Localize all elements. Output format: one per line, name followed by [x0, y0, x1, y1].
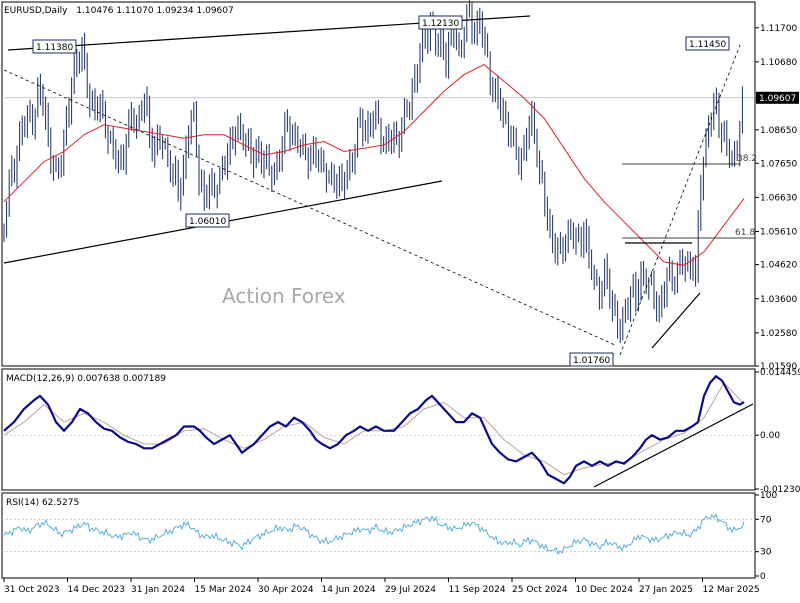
price-tick-label: 1.11700 — [760, 24, 797, 34]
rsi-line — [3, 512, 745, 556]
x-tick-label: 31 Oct 2023 — [4, 585, 60, 595]
price-layer — [2, 0, 755, 344]
long-dashed-trend — [3, 69, 616, 346]
chart-header-symbol: EURUSD,Daily 1.10476 1.11070 1.09234 1.0… — [4, 6, 234, 16]
macd-tick-label: 0.014459 — [760, 368, 800, 378]
x-tick-label: 14 Dec 2023 — [68, 585, 126, 595]
rsi-tick-label: 70 — [760, 515, 772, 525]
current-price-tag-label: 1.09607 — [759, 94, 796, 104]
x-tick-label: 25 Oct 2024 — [512, 585, 568, 595]
x-tick-label: 31 Jan 2024 — [131, 585, 185, 595]
price-tick-label: 1.10680 — [760, 58, 797, 68]
x-tick-label: 12 Mar 2025 — [703, 585, 760, 595]
x-tick-label: 14 Jun 2024 — [322, 585, 376, 595]
rsi-tick-label: 0 — [760, 572, 766, 582]
price-tick-label: 1.08650 — [760, 126, 797, 136]
macd-tick-label: -0.012303 — [760, 485, 800, 495]
macd-main-line — [3, 375, 745, 485]
trendlines — [3, 15, 755, 488]
rsi-panel-frame — [1, 492, 756, 579]
macd-support-line — [593, 403, 754, 488]
price-tick-label: 1.06630 — [760, 193, 797, 203]
symbol-label: EURUSD,Daily — [4, 6, 68, 16]
x-tick-label: 30 Apr 2024 — [258, 585, 314, 595]
macd-panel-frame — [1, 368, 756, 491]
x-tick-label: 11 Sep 2024 — [449, 585, 506, 595]
x-tick-label: 29 Jul 2024 — [385, 585, 436, 595]
price-tick-label: 1.05610 — [760, 228, 797, 238]
rsi-tick-label: 30 — [760, 548, 772, 558]
price-panel-frame — [1, 1, 756, 367]
rsi-title: RSI(14) 62.5275 — [6, 498, 79, 508]
label-101760: 1.01760 — [573, 356, 610, 366]
price-tick-label: 1.01590 — [760, 362, 797, 372]
label-106010: 1.06010 — [189, 217, 226, 227]
fib-618-label: 61.8 — [735, 228, 755, 238]
rsi-tick-label: 100 — [760, 491, 777, 501]
moving-average-line — [3, 64, 745, 266]
label-111380: 1.11380 — [36, 43, 73, 53]
x-tick-label: 15 Mar 2024 — [195, 585, 252, 595]
axis-layer: 1.11700 1.10680 1.09607 1.08650 1.07650 1.066… — [3, 24, 800, 595]
label-111450: 1.11450 — [689, 40, 726, 50]
watermark-text: Action Forex — [222, 284, 346, 308]
price-labels: 1.11380 1.12130 1.11450 1.06010 1.01760 … — [32, 15, 757, 367]
rsi-layer — [2, 512, 755, 556]
price-tick-label: 1.04620 — [760, 261, 797, 271]
price-tick-label: 1.07650 — [760, 159, 797, 169]
fib-382-label: 38.2 — [737, 154, 757, 164]
triangle-bottom-line — [651, 292, 701, 349]
x-tick-label: 27 Jan 2025 — [639, 585, 693, 595]
ohlc-values: 1.10476 1.11070 1.09234 1.09607 — [76, 6, 233, 16]
current-price-tag — [756, 91, 799, 104]
macd-title: MACD(12,26,9) 0.007638 0.007189 — [6, 374, 166, 384]
price-tick-label: 1.02580 — [760, 329, 797, 339]
macd-tick-label: 0.00 — [760, 431, 780, 441]
rally-dashed-trend — [619, 44, 741, 356]
label-112130: 1.12130 — [422, 19, 459, 29]
macd-layer — [2, 375, 755, 485]
price-tick-label: 1.03600 — [760, 295, 797, 305]
x-tick-label: 10 Dec 2024 — [576, 585, 634, 595]
